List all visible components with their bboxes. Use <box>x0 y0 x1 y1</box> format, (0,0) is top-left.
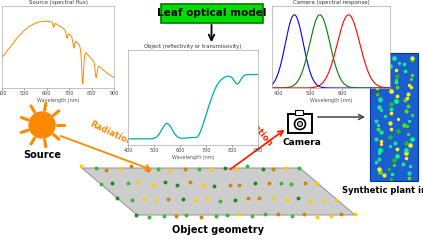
Circle shape <box>297 122 302 127</box>
FancyBboxPatch shape <box>288 114 312 133</box>
Text: Camera: Camera <box>283 138 321 147</box>
FancyBboxPatch shape <box>160 4 263 23</box>
FancyBboxPatch shape <box>294 111 302 115</box>
Text: Synthetic plant image: Synthetic plant image <box>341 186 423 195</box>
Text: Source: Source <box>23 150 61 160</box>
Title: Camera (spectral response): Camera (spectral response) <box>293 0 369 5</box>
X-axis label: Wavelength (nm): Wavelength (nm) <box>37 98 79 103</box>
Circle shape <box>294 119 305 130</box>
Polygon shape <box>82 168 355 215</box>
Title: Source (spectral flux): Source (spectral flux) <box>28 0 88 5</box>
FancyBboxPatch shape <box>370 53 418 181</box>
Text: Leaf optical model: Leaf optical model <box>157 9 266 18</box>
X-axis label: Wavelength (nm): Wavelength (nm) <box>172 155 214 160</box>
X-axis label: Wavelength (nm): Wavelength (nm) <box>310 98 352 103</box>
Text: Object geometry: Object geometry <box>172 225 264 235</box>
Text: Radiation: Radiation <box>238 107 274 148</box>
Circle shape <box>29 112 55 138</box>
Text: Radiation: Radiation <box>88 120 133 147</box>
Title: Object (reflectivity or transmissivity): Object (reflectivity or transmissivity) <box>144 44 242 49</box>
